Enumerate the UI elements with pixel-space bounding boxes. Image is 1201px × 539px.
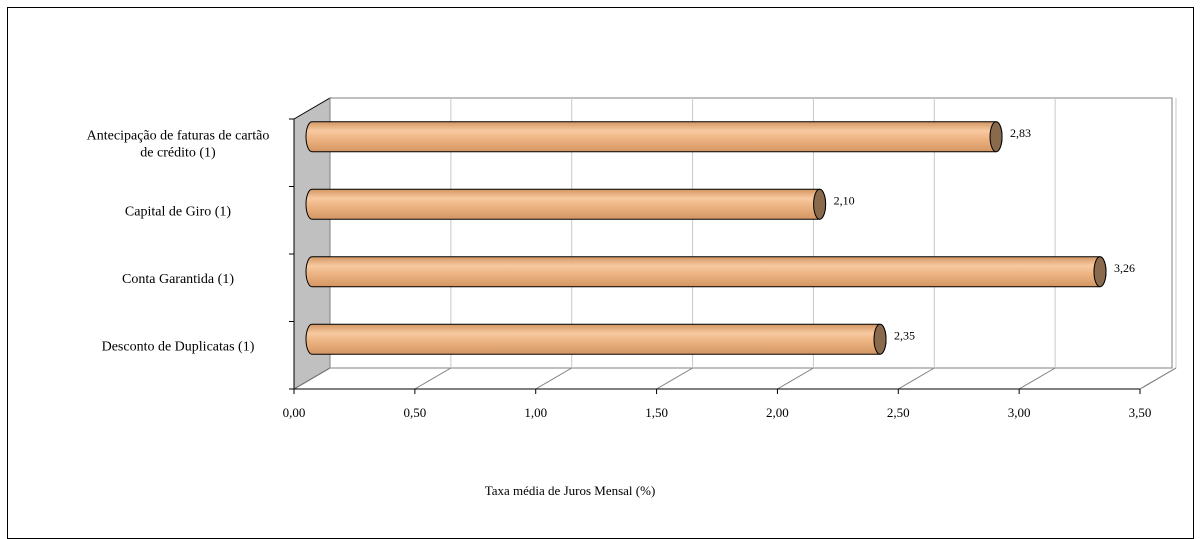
bar <box>305 188 827 220</box>
chart-floor <box>289 118 1177 394</box>
category-labels: Antecipação de faturas de cartão de crédi… <box>87 128 270 354</box>
floor-line <box>535 367 572 390</box>
bar-body <box>305 188 827 220</box>
bar-body <box>305 121 1003 153</box>
bar <box>305 323 887 355</box>
x-tick-labels: 0,00 0,50 1,00 1,50 2,00 2,50 3,00 3,50 <box>283 405 1152 420</box>
x-tick-label: 1,00 <box>524 405 547 420</box>
bar <box>305 121 1003 153</box>
bar-body <box>305 323 887 355</box>
bar-cap <box>989 121 1003 153</box>
bar-cap <box>1093 256 1107 288</box>
x-tick-label: 0,00 <box>283 405 306 420</box>
floor-line <box>414 367 452 390</box>
value-label: 2,35 <box>894 328 915 342</box>
category-label: Capital de Giro (1) <box>125 204 231 219</box>
value-label: 2,10 <box>834 193 855 207</box>
bars <box>305 121 1107 355</box>
floor-line <box>777 367 814 390</box>
category-label: Antecipação de faturas de cartão <box>87 128 270 143</box>
x-tick-label: 1,50 <box>645 405 668 420</box>
x-tick-label: 3,50 <box>1129 405 1152 420</box>
x-axis-label: Taxa média de Juros Mensal (%) <box>485 483 656 498</box>
floor-line <box>1018 367 1056 390</box>
floor-edge <box>1139 367 1177 390</box>
x-tick-label: 3,00 <box>1008 405 1031 420</box>
value-label: 3,26 <box>1114 261 1135 275</box>
floor-line <box>898 367 935 390</box>
value-label: 2,83 <box>1010 126 1031 140</box>
floor-line <box>293 367 331 390</box>
bar <box>305 256 1107 288</box>
category-label: Conta Garantida (1) <box>122 272 234 287</box>
bar-cap <box>813 188 827 220</box>
bar-cap <box>873 323 887 355</box>
x-tick-label: 0,50 <box>403 405 426 420</box>
x-tick-label: 2,00 <box>766 405 789 420</box>
value-labels: 2,83 2,10 3,26 2,35 <box>834 126 1135 343</box>
x-tick-label: 2,50 <box>887 405 910 420</box>
category-label: de crédito (1) <box>140 145 216 160</box>
floor-line <box>656 367 693 390</box>
category-label: Desconto de Duplicatas (1) <box>102 339 255 354</box>
bar-body <box>305 256 1107 288</box>
